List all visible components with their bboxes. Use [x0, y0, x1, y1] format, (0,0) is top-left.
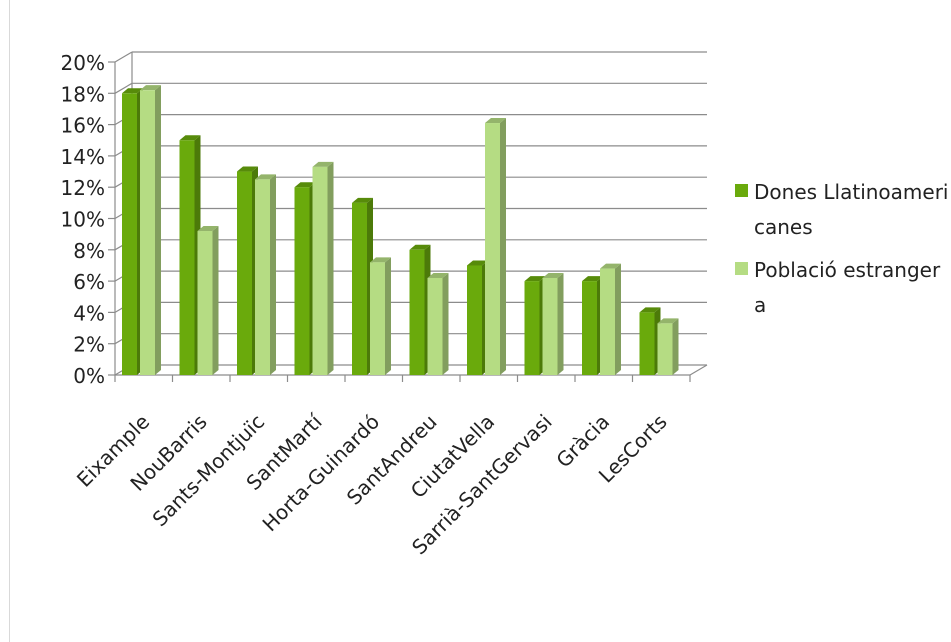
bar-top	[657, 318, 679, 324]
bar-side	[615, 263, 621, 375]
y-tick-labels: 0% 2% 4% 6% 8% 10% 12% 14% 16% 18% 20%	[61, 51, 105, 388]
bar	[237, 166, 258, 375]
bar-top	[140, 85, 161, 91]
bar	[122, 88, 143, 376]
bar-top	[639, 307, 661, 313]
y-tick-label: 12%	[61, 176, 105, 200]
bar-top	[542, 272, 564, 278]
bar-top	[352, 197, 373, 203]
bar	[197, 226, 219, 375]
legend-swatch-poblacio	[735, 262, 748, 275]
legend: Dones Llatinoamericanes Població estrang…	[735, 175, 950, 331]
bar-top	[255, 174, 276, 180]
bar	[179, 135, 201, 375]
legend-swatch-dones	[735, 184, 748, 197]
bar	[467, 260, 488, 375]
legend-item-dones: Dones Llatinoamericanes	[735, 175, 950, 245]
y-tick-label: 8%	[73, 239, 105, 263]
bar-top	[427, 272, 449, 278]
bar-side	[672, 318, 679, 375]
bar-top	[485, 118, 506, 124]
bar-front	[657, 323, 673, 375]
bar	[542, 272, 564, 375]
bar	[312, 161, 334, 375]
bar	[582, 276, 603, 375]
bar-top	[122, 88, 143, 94]
y-tick-label: 20%	[61, 51, 105, 75]
bar-top	[582, 276, 603, 282]
bar-side	[557, 272, 564, 375]
bar-side	[270, 174, 276, 375]
y-tick-label: 0%	[73, 364, 105, 388]
bar	[657, 318, 679, 375]
bar	[255, 174, 276, 375]
bar-side	[385, 257, 391, 375]
bar-front	[312, 166, 328, 375]
bar	[524, 276, 546, 375]
bar	[485, 118, 506, 375]
bar	[140, 85, 161, 376]
bar-front	[639, 312, 655, 375]
bar-front	[582, 281, 597, 375]
bar-front	[237, 171, 252, 375]
bar	[294, 182, 316, 375]
bar-front	[467, 265, 482, 375]
gridlines	[114, 51, 707, 376]
bar	[600, 263, 621, 375]
bar-front	[485, 123, 500, 375]
bar-side	[500, 118, 506, 375]
x-axis-depth-line	[689, 364, 708, 376]
gridline-diag	[114, 82, 133, 94]
bar-top	[409, 244, 431, 250]
bar-front	[122, 93, 137, 376]
bar	[370, 257, 391, 375]
bar-top	[467, 260, 488, 266]
bar-front	[524, 281, 540, 375]
bar-front	[542, 277, 558, 375]
bar-top	[370, 257, 391, 263]
bar-top	[179, 135, 201, 141]
bar	[352, 197, 373, 375]
y-tick-label: 10%	[61, 208, 105, 232]
bar-top	[312, 161, 334, 167]
bar-front	[197, 231, 213, 375]
frame-border	[9, 0, 10, 642]
y-tick-label: 18%	[61, 82, 105, 106]
bar-top	[197, 226, 219, 232]
bar-side	[212, 226, 219, 375]
bar-front	[255, 179, 270, 375]
x-tick-labels: EixampleNouBarrisSants-MontjuïcSantMartí…	[72, 409, 672, 560]
bar-front	[370, 262, 385, 375]
bar-front	[600, 268, 615, 375]
bar-top	[237, 166, 258, 172]
bar-side	[327, 161, 334, 375]
bar-front	[294, 187, 310, 375]
legend-label-poblacio: Població estrangera	[754, 258, 941, 317]
bar-side	[155, 85, 161, 376]
y-tick-label: 14%	[61, 145, 105, 169]
bar-top	[524, 276, 546, 282]
bars	[122, 85, 679, 376]
gridline-diag	[114, 51, 133, 63]
y-tick-label: 6%	[73, 270, 105, 294]
y-tick-label: 16%	[61, 114, 105, 138]
bar-front	[140, 90, 155, 376]
bar-front	[409, 249, 425, 375]
bar-top	[294, 182, 316, 188]
bar	[409, 244, 431, 375]
bar-front	[427, 277, 443, 375]
bar-front	[352, 202, 367, 375]
legend-label-dones: Dones Llatinoamericanes	[754, 180, 949, 239]
bar-front	[179, 140, 195, 375]
y-tick-label: 2%	[73, 333, 105, 357]
legend-item-poblacio: Població estrangera	[735, 253, 950, 323]
bar-top	[600, 263, 621, 269]
y-tick-label: 4%	[73, 301, 105, 325]
bar	[639, 307, 661, 375]
bar	[427, 272, 449, 375]
bar-side	[442, 272, 449, 375]
